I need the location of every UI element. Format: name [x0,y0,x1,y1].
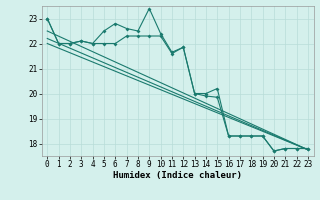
X-axis label: Humidex (Indice chaleur): Humidex (Indice chaleur) [113,171,242,180]
